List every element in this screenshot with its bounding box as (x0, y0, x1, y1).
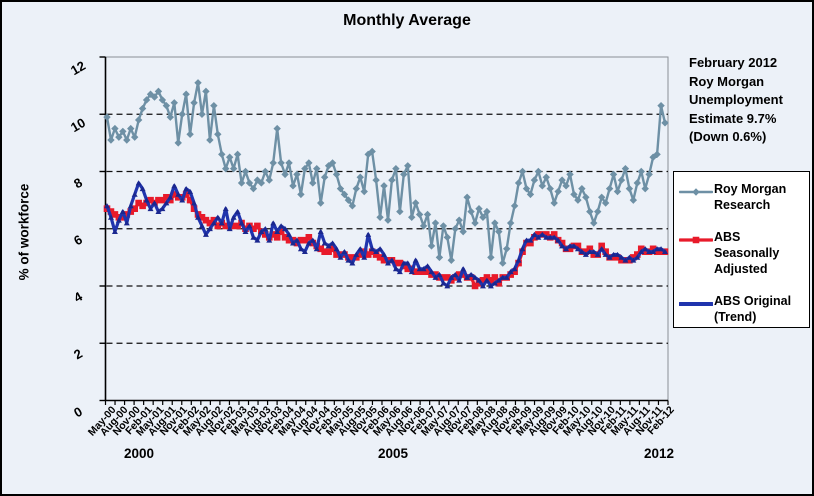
year-label: 2012 (643, 446, 675, 461)
legend-label: ABS Seasonally Adjusted (714, 230, 780, 276)
year-label: 2000 (123, 446, 155, 461)
series-roy-morgan-research (103, 79, 669, 267)
square-marker-icon (103, 191, 669, 290)
year-label: 2005 (377, 446, 409, 461)
annotation-text: February 2012 Roy Morgan Unemployment Es… (689, 55, 783, 144)
chart-title: Monthly Average (343, 12, 471, 29)
legend-item: Roy Morgan Research (679, 181, 807, 213)
series-abs-original-trend- (104, 180, 668, 289)
gridlines (106, 113, 668, 344)
legend-label: ABS Original (Trend) (714, 294, 792, 324)
legend-square-swatch-icon (679, 236, 713, 244)
legend-triangle-swatch-icon (679, 302, 713, 306)
legend-item: ABS Original (Trend) (679, 293, 807, 325)
legend-item: ABS Seasonally Adjusted (679, 229, 807, 277)
axes (99, 56, 669, 405)
legend-label: Roy Morgan Research (714, 182, 787, 212)
legend-diamond-swatch-icon (679, 188, 713, 196)
legend: Roy Morgan Research ABS Seasonally Adjust… (673, 171, 810, 328)
